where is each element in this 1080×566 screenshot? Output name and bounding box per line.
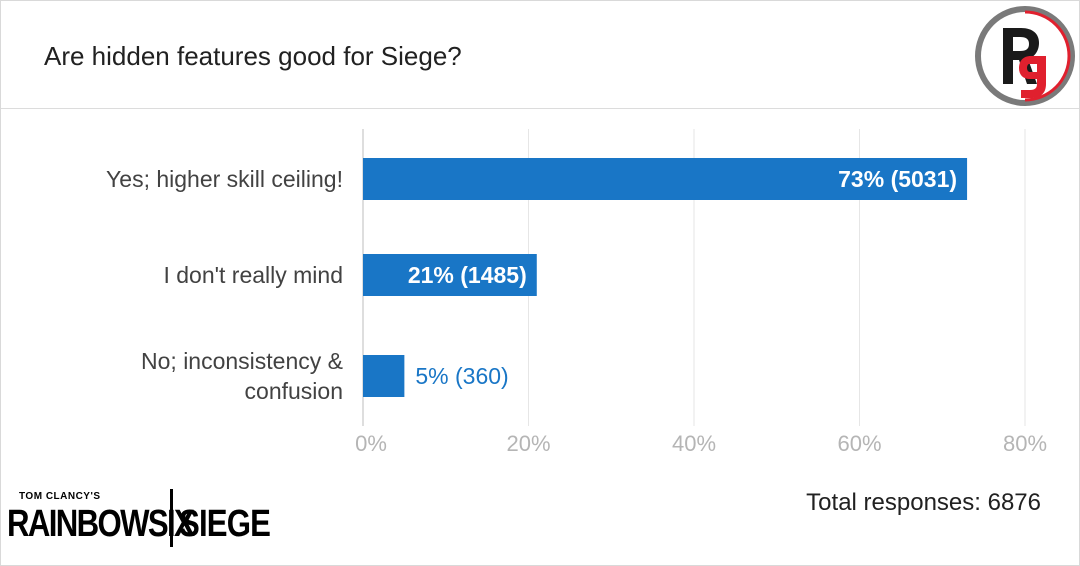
brand-name: RAINBOWSIX [7,503,195,545]
category-label-0-0: Yes; higher skill ceiling! [106,166,343,192]
rg-logo-icon [975,6,1075,106]
category-label-1-0: I don't really mind [163,262,343,288]
bar-2 [363,355,405,397]
chart-title: Are hidden features good for Siege? [44,41,462,71]
bar-chart: 0% 20% 40% 60% 80% Yes; higher skill ceiling!… [106,129,1047,456]
category-label-2-0: No; inconsistency & [141,348,343,374]
total-responses: Total responses: 6876 [806,489,1041,516]
data-label-2: 5% (360) [415,363,508,389]
tick-label-20: 20% [506,431,550,456]
category-label-2-1: confusion [245,378,343,404]
tick-label-40: 40% [672,431,716,456]
bar-0 [363,158,968,200]
chart-header: Are hidden features good for Siege? [1,1,1079,109]
tick-label-80: 80% [1003,431,1047,456]
brand-divider [170,489,173,547]
tick-label-60: 60% [837,431,881,456]
rainbow-six-siege-logo: TOM CLANCY'S RAINBOWSIX SIEGE [7,489,271,549]
bar-1 [363,254,537,296]
data-label-0: 73% (5031) [838,166,957,192]
brand-tagline: TOM CLANCY'S [19,491,101,502]
data-label-1: 21% (1485) [408,262,527,288]
tick-label-0: 0% [355,431,387,456]
brand-siege: SIEGE [179,503,271,545]
